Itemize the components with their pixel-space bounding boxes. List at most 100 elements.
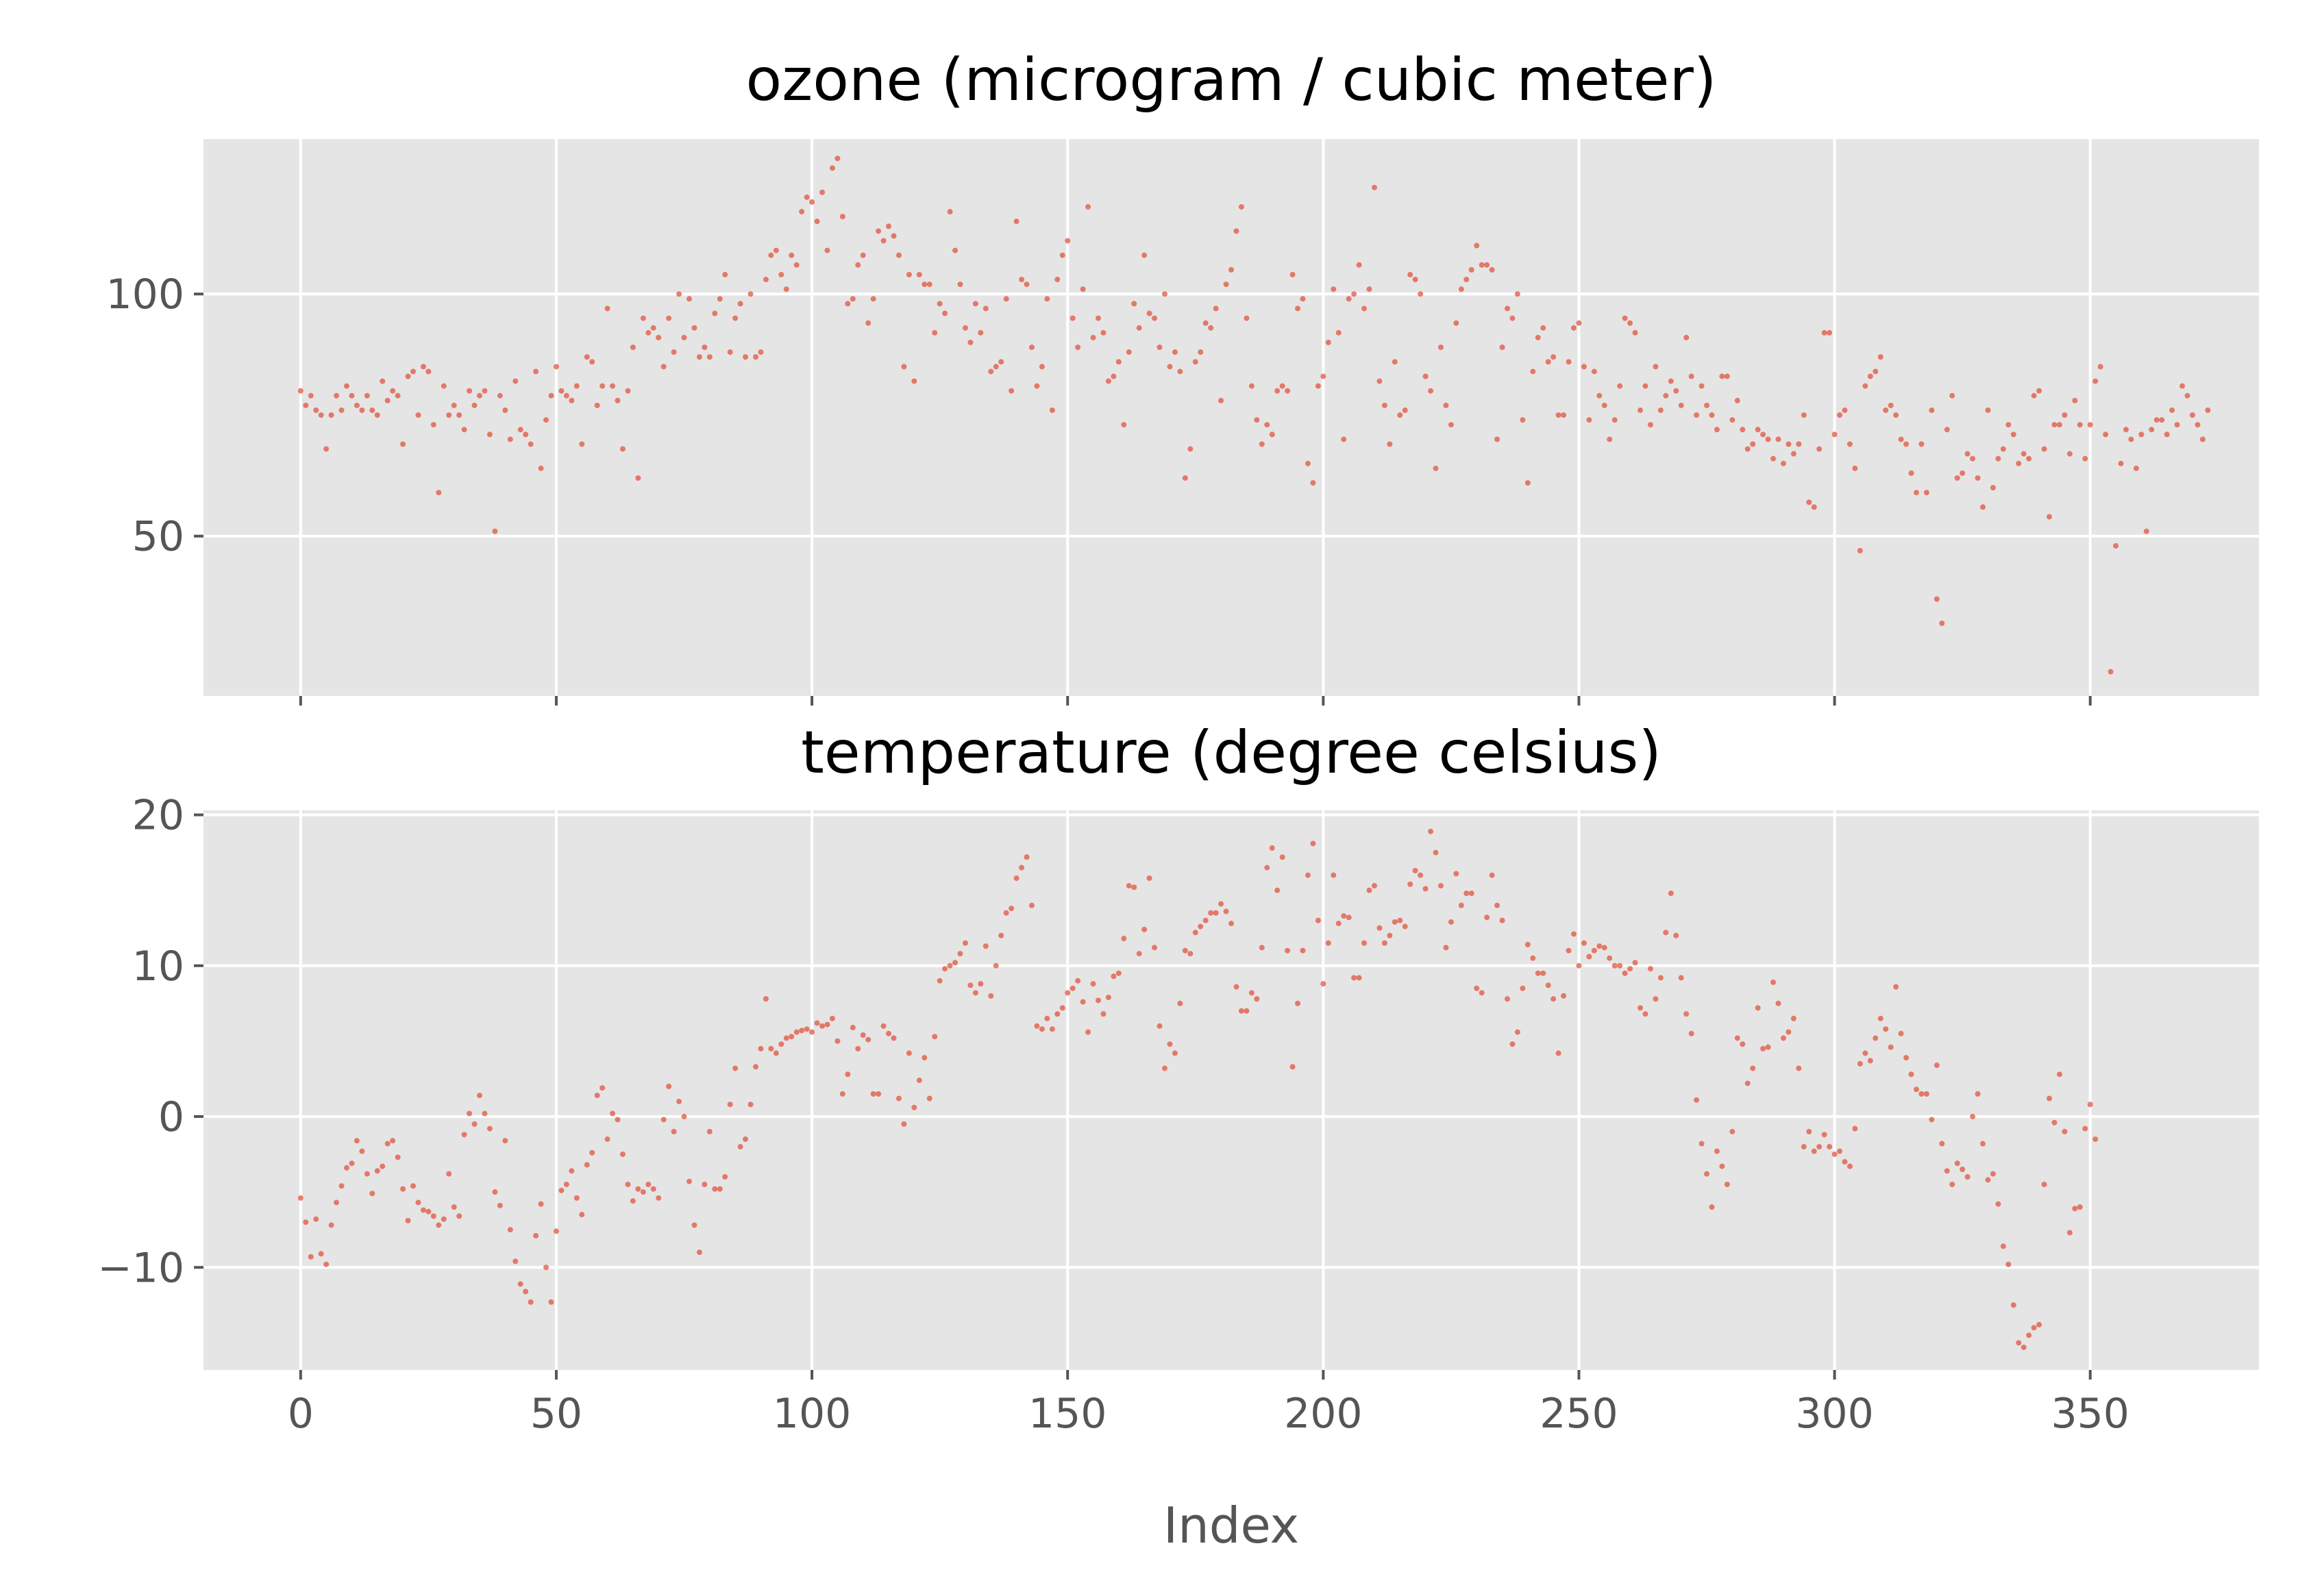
temperature-point bbox=[1392, 919, 1398, 925]
temperature-point bbox=[1734, 1035, 1740, 1041]
ozone-point bbox=[1729, 417, 1735, 423]
ozone-point bbox=[1192, 359, 1198, 365]
temperature-y-tick-label: 10 bbox=[132, 943, 184, 990]
ozone-point bbox=[860, 252, 866, 258]
temperature-point bbox=[313, 1216, 319, 1222]
ozone-point bbox=[1161, 291, 1167, 297]
ozone-point bbox=[1335, 329, 1342, 336]
temperature-point bbox=[1259, 945, 1265, 951]
temperature-point bbox=[1852, 1125, 1858, 1132]
temperature-point bbox=[1867, 1058, 1873, 1064]
temperature-point bbox=[354, 1138, 360, 1144]
temperature-point bbox=[1499, 917, 1505, 923]
ozone-point bbox=[502, 407, 508, 413]
temperature-point bbox=[476, 1093, 482, 1099]
temperature-point bbox=[467, 1110, 473, 1117]
ozone-point bbox=[2143, 528, 2149, 534]
ozone-point bbox=[594, 402, 600, 408]
ozone-point bbox=[467, 388, 473, 394]
temperature-point bbox=[1371, 883, 1377, 889]
ozone-point bbox=[1285, 388, 1291, 394]
ozone-point bbox=[1755, 427, 1761, 433]
ozone-point bbox=[1499, 344, 1505, 350]
temperature-point bbox=[835, 1038, 841, 1044]
temperature-point bbox=[1397, 917, 1403, 923]
ozone-point bbox=[482, 388, 488, 394]
temperature-point bbox=[1310, 840, 1316, 847]
ozone-y-tick-label: 100 bbox=[106, 271, 184, 319]
ozone-point bbox=[1530, 369, 1536, 375]
temperature-point bbox=[1535, 970, 1541, 976]
ozone-point bbox=[1657, 407, 1664, 413]
temperature-point bbox=[297, 1195, 304, 1201]
temperature-point bbox=[1233, 984, 1239, 990]
temperature-point bbox=[799, 1027, 805, 1034]
ozone-point bbox=[1883, 407, 1889, 413]
temperature-point bbox=[1244, 1008, 1250, 1014]
ozone-point bbox=[824, 247, 830, 253]
ozone-point bbox=[334, 392, 340, 399]
ozone-point bbox=[880, 238, 887, 244]
temperature-point bbox=[563, 1182, 569, 1188]
ozone-point bbox=[1331, 286, 1337, 292]
temperature-point bbox=[625, 1182, 631, 1188]
temperature-point bbox=[1520, 985, 1526, 991]
temperature-point bbox=[1356, 975, 1362, 981]
ozone-point bbox=[891, 233, 897, 239]
ozone-point bbox=[1576, 320, 1582, 326]
temperature-y-tick-label: 0 bbox=[158, 1093, 184, 1141]
temperature-point bbox=[558, 1187, 565, 1193]
ozone-point bbox=[1750, 441, 1756, 447]
ozone-point bbox=[809, 199, 815, 205]
temperature-point bbox=[579, 1212, 585, 1218]
ozone-point bbox=[916, 271, 922, 277]
ozone-point bbox=[1903, 441, 1910, 447]
ozone-point bbox=[2026, 456, 2032, 462]
temperature-point bbox=[303, 1219, 309, 1225]
temperature-point bbox=[942, 966, 948, 972]
temperature-point bbox=[528, 1299, 534, 1305]
ozone-point bbox=[1704, 402, 1710, 408]
ozone-point bbox=[691, 325, 697, 331]
temperature-point bbox=[1422, 886, 1429, 892]
ozone-point bbox=[1760, 432, 1766, 438]
temperature-point bbox=[436, 1222, 442, 1228]
ozone-point bbox=[1734, 397, 1740, 403]
ozone-point bbox=[1627, 320, 1633, 326]
temperature-point bbox=[1228, 921, 1234, 927]
temperature-point bbox=[1607, 955, 1613, 961]
temperature-point bbox=[937, 977, 943, 984]
temperature-point bbox=[2092, 1136, 2099, 1143]
ozone-point bbox=[870, 296, 876, 302]
temperature-point bbox=[855, 1045, 861, 1051]
temperature-point bbox=[1975, 1091, 1981, 1097]
temperature-point bbox=[676, 1099, 682, 1105]
temperature-point bbox=[359, 1148, 365, 1154]
temperature-x-tick-label: 200 bbox=[1284, 1390, 1363, 1438]
temperature-point bbox=[1944, 1168, 1950, 1174]
ozone-point bbox=[1433, 465, 1439, 471]
ozone-point bbox=[1320, 373, 1326, 379]
ozone-point bbox=[1013, 219, 1020, 225]
temperature-point bbox=[1796, 1065, 1802, 1071]
ozone-point bbox=[1816, 446, 1823, 452]
temperature-point bbox=[415, 1199, 421, 1206]
ozone-point bbox=[486, 432, 493, 438]
temperature-point bbox=[1647, 966, 1653, 972]
ozone-plot-area bbox=[203, 139, 2259, 696]
temperature-point bbox=[1806, 1129, 1812, 1135]
temperature-point bbox=[374, 1168, 380, 1174]
temperature-point bbox=[553, 1228, 559, 1234]
temperature-point bbox=[1402, 923, 1408, 930]
temperature-point bbox=[1555, 1050, 1561, 1056]
temperature-point bbox=[880, 1023, 887, 1029]
temperature-point bbox=[1305, 872, 1311, 878]
temperature-point bbox=[1161, 1065, 1167, 1071]
ozone-point bbox=[2097, 364, 2103, 370]
temperature-point bbox=[1581, 940, 1587, 946]
ozone-point bbox=[1596, 392, 1603, 399]
ozone-point bbox=[2174, 422, 2180, 428]
temperature-point bbox=[712, 1186, 718, 1192]
temperature-point bbox=[722, 1174, 728, 1180]
